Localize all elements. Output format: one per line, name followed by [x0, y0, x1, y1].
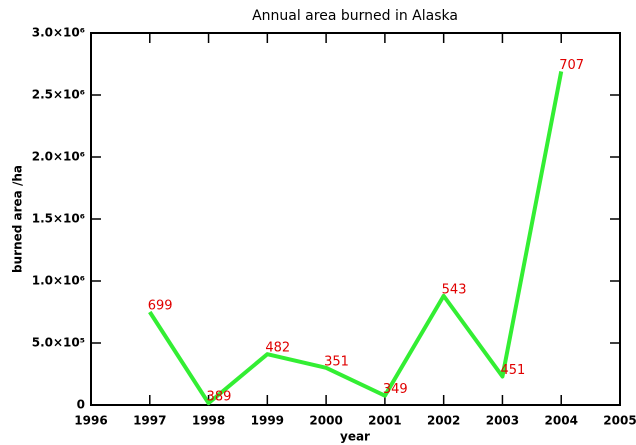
y-tick-label: 2.5×10⁶ — [32, 88, 85, 102]
point-label: 351 — [324, 354, 349, 369]
plot-frame — [90, 32, 621, 406]
point-label: 389 — [207, 390, 232, 405]
point-label: 451 — [500, 363, 525, 378]
y-tick-label: 1.0×10⁶ — [32, 274, 85, 288]
y-tick-label: 5.0×10⁵ — [32, 336, 85, 350]
chart-title: Annual area burned in Alaska — [252, 8, 458, 24]
y-axis-label: burned area /ha — [11, 165, 25, 273]
x-tick-label: 2002 — [427, 414, 460, 428]
point-label: 482 — [265, 341, 290, 356]
point-label: 707 — [559, 58, 584, 73]
point-label: 699 — [148, 299, 173, 314]
x-tick-label: 2000 — [309, 414, 342, 428]
y-tick-label: 2.0×10⁶ — [32, 150, 85, 164]
x-tick-label: 2001 — [368, 414, 401, 428]
point-label: 543 — [442, 282, 467, 297]
x-tick-label: 1997 — [133, 414, 166, 428]
y-tick-label: 1.5×10⁶ — [32, 212, 85, 226]
data-line — [148, 71, 564, 406]
point-label: 349 — [383, 382, 408, 397]
y-tick-label: 0 — [77, 398, 85, 412]
x-axis-label: year — [340, 430, 370, 444]
x-tick-label: 2005 — [603, 414, 636, 428]
x-tick-label: 1999 — [251, 414, 284, 428]
y-tick-label: 3.0×10⁶ — [32, 26, 85, 40]
x-tick-label: 1996 — [74, 414, 107, 428]
x-tick-label: 2004 — [545, 414, 578, 428]
x-tick-label: 2003 — [486, 414, 519, 428]
x-tick-label: 1998 — [192, 414, 225, 428]
